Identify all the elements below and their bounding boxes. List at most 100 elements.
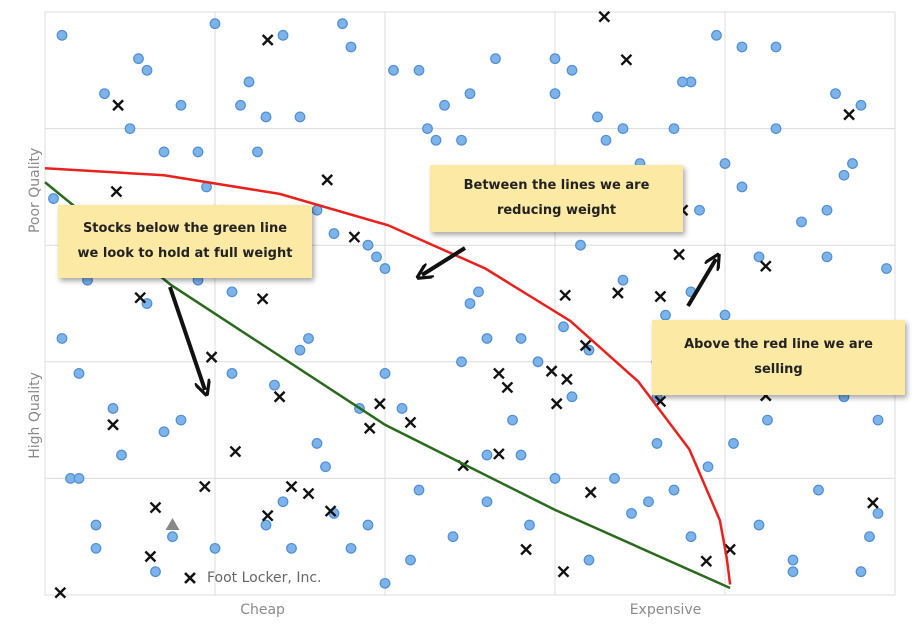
x-point (550, 397, 563, 410)
x-point (654, 290, 667, 303)
x-point (374, 397, 386, 410)
point (379, 263, 391, 274)
point (473, 286, 484, 298)
point (694, 204, 705, 216)
point (719, 309, 731, 321)
point (303, 333, 314, 344)
point (362, 239, 374, 251)
point (226, 286, 238, 298)
arrows (168, 246, 716, 390)
point (362, 519, 374, 531)
point (447, 531, 459, 543)
point (847, 158, 858, 169)
y-axis-label: High Quality (27, 372, 43, 459)
x-point (144, 550, 157, 563)
point (260, 519, 272, 531)
point (753, 251, 765, 263)
point (855, 566, 867, 578)
point (711, 29, 722, 41)
point (855, 99, 867, 111)
legend-marker (184, 572, 196, 584)
point (73, 368, 85, 379)
x-point (404, 416, 417, 429)
point (566, 64, 578, 76)
point (209, 542, 221, 554)
point (345, 41, 357, 53)
point (150, 566, 161, 578)
point (90, 542, 102, 554)
x-point (324, 505, 337, 517)
point (269, 379, 280, 391)
x-axis-label: Cheap (240, 602, 285, 618)
x-point (759, 260, 772, 273)
x-point (612, 287, 624, 299)
point (456, 134, 467, 146)
point (175, 414, 187, 426)
point (286, 542, 297, 554)
point (736, 181, 748, 193)
x-point (229, 445, 242, 458)
point (464, 88, 476, 100)
x-point (273, 390, 286, 403)
point (243, 76, 255, 88)
point (405, 554, 416, 566)
x-point (620, 53, 633, 66)
x-point (493, 448, 505, 460)
point (209, 18, 221, 30)
point (175, 99, 187, 111)
point (167, 531, 178, 543)
x-point (520, 543, 532, 556)
point (294, 111, 306, 123)
x-point (579, 339, 592, 352)
point (158, 426, 170, 438)
point (124, 123, 136, 135)
x-point (134, 291, 147, 304)
point (787, 566, 799, 578)
point (507, 414, 518, 426)
point (685, 531, 697, 543)
x-point (561, 373, 573, 386)
point (651, 438, 663, 449)
triangle-point (165, 518, 180, 531)
x-point (285, 480, 298, 493)
point (881, 263, 892, 274)
x-point (700, 555, 713, 568)
point (226, 368, 238, 379)
x-point (321, 174, 334, 186)
x-axis-label: Expensive (630, 602, 702, 618)
x-point (107, 418, 119, 431)
legend-label: Foot Locker, Inc. (207, 570, 321, 586)
annotation: Above the red line we are selling (652, 320, 905, 395)
point (592, 111, 603, 123)
point (90, 519, 102, 531)
x-point (110, 185, 123, 198)
point (379, 368, 391, 379)
point (371, 251, 382, 263)
point (422, 123, 433, 135)
x-point (261, 34, 274, 46)
x-point (673, 248, 685, 261)
arrow (422, 246, 467, 275)
point (73, 473, 85, 484)
point (252, 146, 263, 158)
point (549, 53, 561, 65)
point (481, 496, 493, 508)
x-point (348, 231, 361, 243)
point (277, 29, 289, 41)
x-point (198, 480, 211, 493)
point (830, 88, 841, 100)
x-point (363, 422, 376, 435)
x-point (557, 565, 570, 578)
point (702, 461, 714, 473)
point (277, 496, 289, 508)
x-point (493, 367, 505, 380)
x-point (843, 108, 855, 121)
point (719, 158, 731, 169)
x-point (598, 10, 611, 23)
x-point (205, 351, 218, 363)
point (56, 333, 68, 344)
point (558, 321, 569, 333)
point (328, 228, 340, 239)
y-axis-label: Poor Quality (27, 148, 43, 233)
